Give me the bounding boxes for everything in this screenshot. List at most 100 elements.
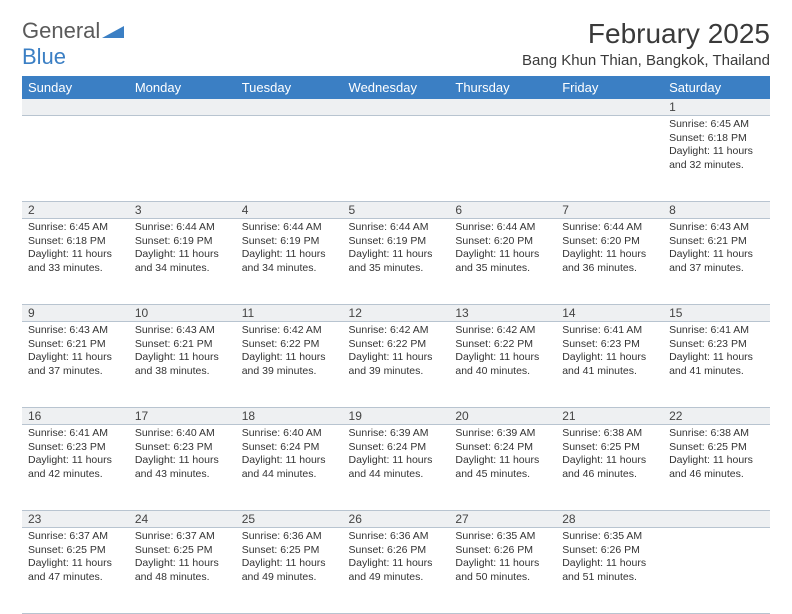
day-cell: Sunrise: 6:44 AMSunset: 6:19 PMDaylight:… <box>129 219 236 305</box>
sunrise-text: Sunrise: 6:39 AM <box>349 427 444 441</box>
day-number <box>343 99 450 101</box>
day-content: Sunrise: 6:36 AMSunset: 6:25 PMDaylight:… <box>236 528 343 589</box>
daynum-cell: 6 <box>449 202 556 219</box>
sunrise-text: Sunrise: 6:45 AM <box>28 221 123 235</box>
day-number <box>556 99 663 101</box>
daylight-text: Daylight: 11 hours and 35 minutes. <box>349 248 444 275</box>
daylight-text: Daylight: 11 hours and 38 minutes. <box>135 351 230 378</box>
day-header: Monday <box>129 76 236 99</box>
sunset-text: Sunset: 6:19 PM <box>135 235 230 249</box>
day-cell: Sunrise: 6:43 AMSunset: 6:21 PMDaylight:… <box>663 219 770 305</box>
daylight-text: Daylight: 11 hours and 39 minutes. <box>349 351 444 378</box>
sunrise-text: Sunrise: 6:42 AM <box>242 324 337 338</box>
day-cell <box>663 528 770 614</box>
day-number: 14 <box>556 305 663 321</box>
daylight-text: Daylight: 11 hours and 43 minutes. <box>135 454 230 481</box>
day-number: 23 <box>22 511 129 527</box>
daynum-row: 1 <box>22 99 770 116</box>
sunrise-text: Sunrise: 6:43 AM <box>669 221 764 235</box>
daynum-cell <box>343 99 450 116</box>
daynum-cell: 16 <box>22 408 129 425</box>
day-number: 1 <box>663 99 770 115</box>
day-number: 22 <box>663 408 770 424</box>
daylight-text: Daylight: 11 hours and 51 minutes. <box>562 557 657 584</box>
logo-text-blue: Blue <box>22 44 66 69</box>
day-cell: Sunrise: 6:37 AMSunset: 6:25 PMDaylight:… <box>22 528 129 614</box>
daynum-cell: 26 <box>343 511 450 528</box>
daynum-cell: 20 <box>449 408 556 425</box>
daynum-cell: 22 <box>663 408 770 425</box>
day-cell <box>129 116 236 202</box>
day-header: Wednesday <box>343 76 450 99</box>
sunrise-text: Sunrise: 6:40 AM <box>242 427 337 441</box>
daynum-cell: 11 <box>236 305 343 322</box>
daylight-text: Daylight: 11 hours and 49 minutes. <box>242 557 337 584</box>
daylight-text: Daylight: 11 hours and 48 minutes. <box>135 557 230 584</box>
week-row: Sunrise: 6:45 AMSunset: 6:18 PMDaylight:… <box>22 116 770 202</box>
day-cell: Sunrise: 6:38 AMSunset: 6:25 PMDaylight:… <box>556 425 663 511</box>
sunrise-text: Sunrise: 6:36 AM <box>349 530 444 544</box>
day-cell: Sunrise: 6:36 AMSunset: 6:25 PMDaylight:… <box>236 528 343 614</box>
day-number: 5 <box>343 202 450 218</box>
sunrise-text: Sunrise: 6:37 AM <box>135 530 230 544</box>
sunset-text: Sunset: 6:18 PM <box>669 132 764 146</box>
day-header: Tuesday <box>236 76 343 99</box>
title-block: February 2025 Bang Khun Thian, Bangkok, … <box>522 18 770 69</box>
day-content: Sunrise: 6:37 AMSunset: 6:25 PMDaylight:… <box>129 528 236 589</box>
sunset-text: Sunset: 6:20 PM <box>562 235 657 249</box>
sunset-text: Sunset: 6:21 PM <box>28 338 123 352</box>
daylight-text: Daylight: 11 hours and 46 minutes. <box>669 454 764 481</box>
daynum-cell: 8 <box>663 202 770 219</box>
day-cell: Sunrise: 6:36 AMSunset: 6:26 PMDaylight:… <box>343 528 450 614</box>
daynum-row: 232425262728 <box>22 511 770 528</box>
sunrise-text: Sunrise: 6:43 AM <box>135 324 230 338</box>
sunset-text: Sunset: 6:22 PM <box>349 338 444 352</box>
daynum-cell <box>236 99 343 116</box>
week-row: Sunrise: 6:45 AMSunset: 6:18 PMDaylight:… <box>22 219 770 305</box>
sunrise-text: Sunrise: 6:35 AM <box>455 530 550 544</box>
daylight-text: Daylight: 11 hours and 41 minutes. <box>562 351 657 378</box>
daynum-cell: 3 <box>129 202 236 219</box>
day-content: Sunrise: 6:45 AMSunset: 6:18 PMDaylight:… <box>22 219 129 280</box>
day-content: Sunrise: 6:35 AMSunset: 6:26 PMDaylight:… <box>449 528 556 589</box>
week-row: Sunrise: 6:43 AMSunset: 6:21 PMDaylight:… <box>22 322 770 408</box>
day-cell: Sunrise: 6:44 AMSunset: 6:19 PMDaylight:… <box>236 219 343 305</box>
day-number: 17 <box>129 408 236 424</box>
sunset-text: Sunset: 6:22 PM <box>455 338 550 352</box>
daynum-cell: 9 <box>22 305 129 322</box>
sunrise-text: Sunrise: 6:44 AM <box>562 221 657 235</box>
day-number: 26 <box>343 511 450 527</box>
sunset-text: Sunset: 6:25 PM <box>669 441 764 455</box>
sunset-text: Sunset: 6:25 PM <box>242 544 337 558</box>
day-header: Saturday <box>663 76 770 99</box>
daynum-cell: 27 <box>449 511 556 528</box>
daynum-cell: 18 <box>236 408 343 425</box>
day-number: 24 <box>129 511 236 527</box>
day-cell: Sunrise: 6:42 AMSunset: 6:22 PMDaylight:… <box>343 322 450 408</box>
day-content: Sunrise: 6:42 AMSunset: 6:22 PMDaylight:… <box>449 322 556 383</box>
daynum-cell: 23 <box>22 511 129 528</box>
daynum-cell: 12 <box>343 305 450 322</box>
sunrise-text: Sunrise: 6:38 AM <box>562 427 657 441</box>
daylight-text: Daylight: 11 hours and 37 minutes. <box>28 351 123 378</box>
sunset-text: Sunset: 6:24 PM <box>242 441 337 455</box>
sunset-text: Sunset: 6:24 PM <box>455 441 550 455</box>
sunset-text: Sunset: 6:19 PM <box>349 235 444 249</box>
daylight-text: Daylight: 11 hours and 45 minutes. <box>455 454 550 481</box>
day-content: Sunrise: 6:41 AMSunset: 6:23 PMDaylight:… <box>22 425 129 486</box>
calendar-table: Sunday Monday Tuesday Wednesday Thursday… <box>22 76 770 614</box>
daynum-cell <box>22 99 129 116</box>
sunrise-text: Sunrise: 6:43 AM <box>28 324 123 338</box>
daylight-text: Daylight: 11 hours and 49 minutes. <box>349 557 444 584</box>
day-cell: Sunrise: 6:42 AMSunset: 6:22 PMDaylight:… <box>449 322 556 408</box>
day-cell <box>236 116 343 202</box>
daylight-text: Daylight: 11 hours and 40 minutes. <box>455 351 550 378</box>
day-header: Sunday <box>22 76 129 99</box>
day-number: 27 <box>449 511 556 527</box>
week-row: Sunrise: 6:41 AMSunset: 6:23 PMDaylight:… <box>22 425 770 511</box>
sunset-text: Sunset: 6:25 PM <box>135 544 230 558</box>
sunrise-text: Sunrise: 6:39 AM <box>455 427 550 441</box>
sunrise-text: Sunrise: 6:41 AM <box>562 324 657 338</box>
sunset-text: Sunset: 6:22 PM <box>242 338 337 352</box>
sunset-text: Sunset: 6:26 PM <box>349 544 444 558</box>
